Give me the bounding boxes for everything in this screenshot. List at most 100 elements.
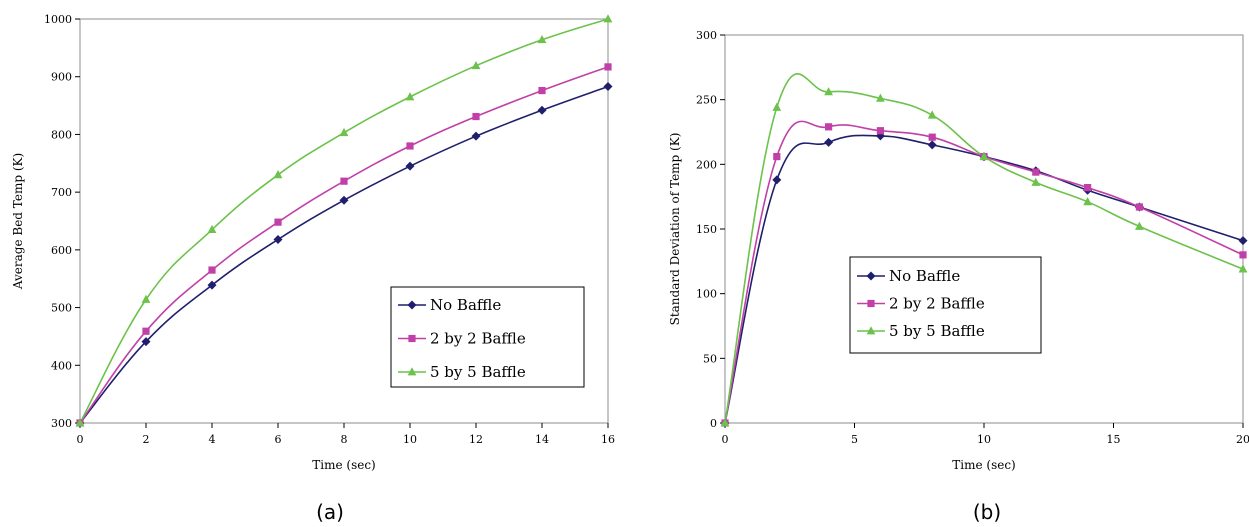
chart-a-legend-items: No Baffle 2 by 2 Baffle 5 by 5 Baffle (398, 296, 526, 381)
chart-a-x-tick-label-0: 0 (77, 433, 84, 446)
chart-a-markers (75, 14, 613, 428)
chart-a-series-1-point-2 (208, 266, 216, 274)
chart-a-series-line-1 (79, 66, 609, 424)
chart-a-series-0-point-7 (537, 105, 547, 115)
chart-a-caption: (a) (316, 500, 344, 524)
chart-a-legend-label-0: No Baffle (430, 296, 501, 314)
chart-a-x-tick-label-8: 16 (601, 433, 615, 446)
chart-b-series-1-point-2 (825, 123, 833, 131)
chart-b-legend-swatch-marker-2 (866, 326, 876, 335)
chart-a-series-2-point-7 (537, 34, 547, 44)
chart-a-series-1-point-1 (142, 327, 150, 335)
chart-b-y-tick-label-4: 200 (696, 158, 717, 171)
chart-a-x-tick-label-3: 6 (275, 433, 282, 446)
chart-b-series-0-point-9 (1238, 236, 1248, 246)
chart-a-lines (79, 18, 609, 424)
chart-a-series-2-point-5 (405, 92, 415, 101)
chart-b-y-tick-label-3: 150 (696, 223, 717, 236)
chart-b-series-1-point-4 (928, 133, 936, 141)
chart-b-x-tick-label-3: 15 (1107, 433, 1121, 446)
chart-b-series-2-point-7 (1083, 197, 1092, 206)
chart-a-x-tick-label-2: 4 (209, 433, 216, 446)
chart-b-x-axis-title: Time (sec) (952, 458, 1015, 472)
chart-a-series-2-point-0 (75, 418, 85, 427)
chart-b-y-tick-label-5: 250 (696, 94, 717, 107)
chart-b-legend-box (849, 256, 1042, 354)
chart-b-x-tick-label-0: 0 (722, 433, 729, 446)
chart-b-series-2-point-6 (1031, 177, 1041, 186)
chart-b-caption: (b) (973, 500, 1001, 524)
chart-b-legend-swatch-marker-1 (867, 299, 875, 308)
chart-a-x-tick-label-5: 10 (403, 433, 417, 446)
chart-b-series-2-point-9 (1238, 264, 1248, 273)
chart-b-series-2-point-3 (876, 93, 885, 102)
chart-b-series-2-point-5 (979, 151, 989, 160)
chart-a-legend-swatch-marker-2 (407, 367, 417, 376)
chart-b-series-2-point-0 (720, 418, 730, 427)
chart-b-legend-items: No Baffle 2 by 2 Baffle 5 by 5 Baffle (857, 267, 985, 340)
chart-a-y-tick-label-3: 600 (51, 244, 72, 257)
chart-a-y-tick-label-1: 400 (51, 359, 72, 372)
chart-a-legend-label-2: 5 by 5 Baffle (430, 363, 526, 381)
chart-b-y-tick-label-2: 100 (696, 288, 717, 301)
chart-a-series-1-point-5 (406, 142, 414, 150)
chart-b-legend-label-2: 5 by 5 Baffle (889, 322, 985, 340)
chart-a-series-0-point-2 (207, 280, 217, 290)
chart-b-series-1-point-8 (1135, 203, 1143, 211)
chart-a-series-1-point-8 (604, 63, 612, 71)
chart-b-series-1-point-9 (1239, 251, 1247, 259)
chart-a-series-2-point-4 (339, 127, 349, 137)
chart-a-legend-box (390, 286, 585, 388)
chart-b-legend-label-1: 2 by 2 Baffle (889, 295, 985, 313)
chart-a-series-0-point-8 (603, 82, 613, 92)
chart-a-series-line-0 (79, 85, 609, 424)
chart-a-x-tick-label-7: 14 (535, 433, 549, 446)
chart-a-y-tick-label-6: 900 (51, 71, 72, 84)
chart-a-y-tick-label-5: 800 (51, 128, 72, 141)
chart-a-series-1-point-7 (538, 86, 546, 95)
chart-a-series-2-point-8 (603, 14, 613, 23)
chart-a-x-axis-title: Time (sec) (312, 458, 375, 472)
chart-b-legend-label-0: No Baffle (889, 267, 960, 285)
chart-a-legend-label-1: 2 by 2 Baffle (430, 330, 526, 348)
chart-b-series-2-point-1 (772, 102, 782, 111)
chart-b-y-axis-title: Standard Deviation of Temp (K) (668, 133, 682, 326)
chart-a-series-1-point-3 (274, 218, 282, 226)
chart-b-series-1-point-7 (1084, 184, 1092, 192)
chart-a-series-2-point-6 (471, 60, 481, 70)
chart-b-series-2-point-2 (824, 87, 833, 96)
chart-a-x-tick-label-4: 8 (341, 433, 348, 446)
chart-b-series-2-point-4 (927, 110, 937, 119)
chart-b-series-1-point-1 (773, 152, 781, 161)
chart-b-legend: No Baffle 2 by 2 Baffle 5 by 5 Baffle (849, 256, 1042, 354)
chart-b-y-tick-label-0: 0 (710, 417, 717, 430)
chart-b-y-tick-label-6: 300 (696, 29, 717, 42)
chart-b-series-0-point-2 (824, 137, 834, 147)
chart-a-legend-swatch-marker-0 (407, 300, 417, 310)
chart-a-series-2-point-3 (273, 170, 283, 179)
chart-b-x-tick-label-1: 5 (851, 433, 858, 446)
chart-a-series-line-2 (79, 18, 609, 424)
chart-b-series-1-point-3 (876, 127, 884, 135)
chart-a-ticks: 0 2 4 6 8 10 12 14 16 300 400 500 600 700 800 900 1000 (44, 13, 615, 446)
chart-a-series-0-point-1 (141, 337, 151, 347)
chart-a-y-tick-label-4: 700 (51, 186, 72, 199)
chart-a-y-tick-label-2: 500 (51, 302, 72, 315)
chart-a-series-0-point-4 (339, 195, 349, 205)
chart-b-x-tick-label-2: 10 (977, 433, 991, 446)
chart-a-series-1-point-4 (340, 177, 348, 185)
chart-b-series-0-point-1 (772, 175, 782, 185)
chart-b-series-0-point-4 (927, 140, 937, 150)
chart-a-x-tick-label-1: 2 (143, 433, 150, 446)
chart-b-markers (720, 87, 1248, 428)
chart-a-y-tick-label-0: 300 (51, 417, 72, 430)
chart-a-series-0-point-5 (405, 161, 415, 171)
chart-a-x-tick-label-6: 12 (469, 433, 483, 446)
chart-b-y-tick-label-1: 50 (703, 352, 717, 365)
chart-b-plot-frame (724, 34, 1244, 424)
chart-a-legend-swatch-marker-1 (408, 334, 416, 343)
chart-a-series-0-point-3 (273, 234, 283, 244)
